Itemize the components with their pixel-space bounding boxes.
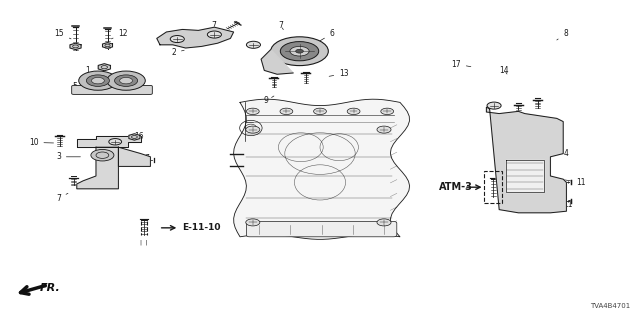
Text: 7: 7: [135, 154, 149, 163]
Text: 4: 4: [553, 149, 568, 158]
Circle shape: [487, 102, 501, 109]
Text: 13: 13: [329, 69, 349, 78]
Circle shape: [246, 41, 260, 48]
Polygon shape: [506, 160, 544, 192]
Circle shape: [120, 77, 132, 84]
Polygon shape: [261, 50, 293, 74]
Circle shape: [280, 108, 292, 115]
Circle shape: [91, 149, 114, 161]
Polygon shape: [118, 147, 150, 166]
Circle shape: [271, 37, 328, 66]
Circle shape: [109, 139, 122, 145]
Text: 7: 7: [278, 21, 284, 30]
Polygon shape: [129, 134, 140, 140]
Text: TVA4B4701: TVA4B4701: [590, 303, 630, 309]
Text: 3: 3: [56, 152, 81, 161]
Text: 10: 10: [29, 138, 54, 147]
Circle shape: [290, 46, 309, 56]
Text: 6: 6: [315, 29, 335, 44]
Text: 11: 11: [554, 200, 573, 209]
Text: 15: 15: [54, 29, 71, 39]
Circle shape: [246, 126, 260, 133]
FancyBboxPatch shape: [246, 221, 397, 237]
Circle shape: [377, 126, 391, 133]
Circle shape: [381, 108, 394, 115]
Circle shape: [246, 219, 260, 226]
Text: |  |: | |: [140, 239, 148, 244]
Polygon shape: [102, 43, 113, 48]
Text: 1: 1: [85, 66, 97, 75]
Circle shape: [377, 219, 391, 226]
Circle shape: [107, 71, 145, 90]
Text: 7: 7: [56, 193, 68, 203]
Text: 2: 2: [172, 48, 184, 57]
Text: 14: 14: [499, 66, 509, 75]
Polygon shape: [157, 27, 234, 48]
Circle shape: [115, 75, 138, 86]
Circle shape: [348, 108, 360, 115]
Polygon shape: [70, 43, 81, 50]
Text: FR.: FR.: [40, 283, 60, 293]
Text: 16: 16: [128, 132, 144, 140]
FancyBboxPatch shape: [72, 85, 152, 94]
Text: ATM-3: ATM-3: [439, 182, 473, 192]
Polygon shape: [486, 107, 566, 213]
Circle shape: [296, 49, 303, 53]
Polygon shape: [98, 64, 111, 71]
Circle shape: [86, 75, 109, 86]
Text: 17: 17: [451, 60, 471, 68]
Circle shape: [207, 31, 221, 38]
Circle shape: [92, 77, 104, 84]
Text: 8: 8: [557, 29, 568, 40]
Text: E-11-10: E-11-10: [182, 223, 220, 232]
Polygon shape: [77, 147, 118, 189]
Circle shape: [79, 71, 117, 90]
Polygon shape: [77, 136, 141, 147]
Polygon shape: [234, 99, 410, 239]
Text: 11: 11: [563, 178, 586, 187]
Text: 9: 9: [264, 96, 274, 105]
Circle shape: [170, 36, 184, 43]
Text: 5: 5: [72, 82, 92, 91]
Circle shape: [280, 42, 319, 61]
Text: 12: 12: [111, 29, 128, 39]
Text: 7: 7: [206, 21, 216, 31]
Circle shape: [314, 108, 326, 115]
Circle shape: [246, 108, 259, 115]
